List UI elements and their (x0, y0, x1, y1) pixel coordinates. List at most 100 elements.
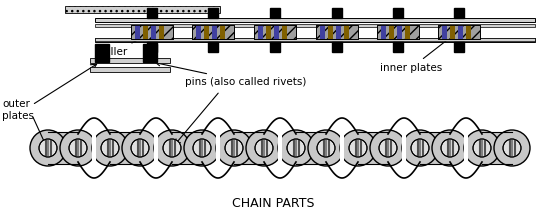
Bar (438, 25, 480, 39)
Bar (278, 133, 282, 163)
Bar (258, 25, 263, 39)
Bar (65, 6, 220, 13)
Bar (95, 22, 535, 38)
Bar (358, 132, 388, 164)
Bar (274, 25, 279, 39)
Circle shape (349, 139, 367, 157)
Bar (131, 25, 173, 39)
Bar (393, 8, 403, 18)
Bar (208, 42, 218, 52)
Bar (95, 38, 535, 42)
Circle shape (69, 139, 87, 157)
Ellipse shape (340, 130, 376, 166)
Circle shape (101, 139, 119, 157)
Bar (320, 25, 325, 39)
Bar (316, 25, 358, 39)
Circle shape (317, 139, 335, 157)
Bar (266, 25, 271, 39)
Bar (147, 8, 157, 18)
Bar (402, 133, 406, 163)
Bar (208, 8, 218, 18)
Bar (340, 133, 344, 163)
Bar (143, 44, 157, 62)
Ellipse shape (30, 130, 66, 166)
Circle shape (503, 139, 521, 157)
Bar (332, 8, 342, 18)
Bar (270, 42, 280, 52)
Bar (90, 58, 170, 63)
Bar (389, 25, 394, 39)
Bar (344, 25, 349, 39)
Circle shape (193, 139, 211, 157)
Bar (270, 8, 280, 18)
Bar (131, 25, 173, 39)
Bar (95, 24, 535, 27)
Bar (254, 25, 296, 39)
Bar (90, 67, 170, 72)
Ellipse shape (154, 130, 190, 166)
Bar (466, 25, 471, 39)
Text: roller: roller (100, 35, 149, 57)
Text: outer
plates: outer plates (2, 99, 34, 121)
Ellipse shape (184, 130, 220, 166)
Bar (48, 132, 78, 164)
Ellipse shape (432, 130, 468, 166)
Bar (420, 132, 450, 164)
Bar (192, 25, 234, 39)
Bar (220, 25, 225, 39)
Bar (95, 38, 535, 41)
Circle shape (287, 139, 305, 157)
Ellipse shape (278, 130, 314, 166)
Bar (143, 25, 148, 39)
Bar (159, 25, 164, 39)
Bar (135, 25, 140, 39)
Bar (95, 44, 109, 62)
Bar (442, 25, 447, 39)
Bar (92, 133, 96, 163)
Text: CHAIN PARTS: CHAIN PARTS (232, 197, 314, 210)
Bar (204, 25, 209, 39)
Text: inner plates: inner plates (380, 32, 457, 73)
Bar (212, 25, 217, 39)
Bar (458, 25, 463, 39)
Bar (332, 42, 342, 52)
Bar (377, 25, 419, 39)
Circle shape (255, 139, 273, 157)
Ellipse shape (494, 130, 530, 166)
Bar (454, 42, 464, 52)
Ellipse shape (216, 130, 252, 166)
Bar (336, 25, 341, 39)
Bar (254, 25, 296, 39)
Bar (196, 25, 201, 39)
Circle shape (163, 139, 181, 157)
Circle shape (441, 139, 459, 157)
Bar (30, 130, 530, 166)
Bar (377, 25, 419, 39)
Bar (381, 25, 386, 39)
Bar (316, 25, 358, 39)
Bar (282, 25, 287, 39)
Bar (296, 132, 326, 164)
Bar (234, 132, 264, 164)
Bar (393, 42, 403, 52)
Bar (172, 132, 202, 164)
Circle shape (473, 139, 491, 157)
Bar (397, 25, 402, 39)
Bar (154, 133, 158, 163)
Bar (110, 132, 140, 164)
Ellipse shape (308, 130, 344, 166)
Circle shape (411, 139, 429, 157)
Bar (147, 42, 157, 52)
Bar (405, 25, 410, 39)
Bar (192, 25, 234, 39)
Bar (216, 133, 220, 163)
Ellipse shape (246, 130, 282, 166)
Bar (454, 8, 464, 18)
Circle shape (225, 139, 243, 157)
Bar (438, 25, 480, 39)
Ellipse shape (402, 130, 438, 166)
Ellipse shape (464, 130, 500, 166)
Bar (464, 133, 468, 163)
Ellipse shape (60, 130, 96, 166)
Bar (328, 25, 333, 39)
